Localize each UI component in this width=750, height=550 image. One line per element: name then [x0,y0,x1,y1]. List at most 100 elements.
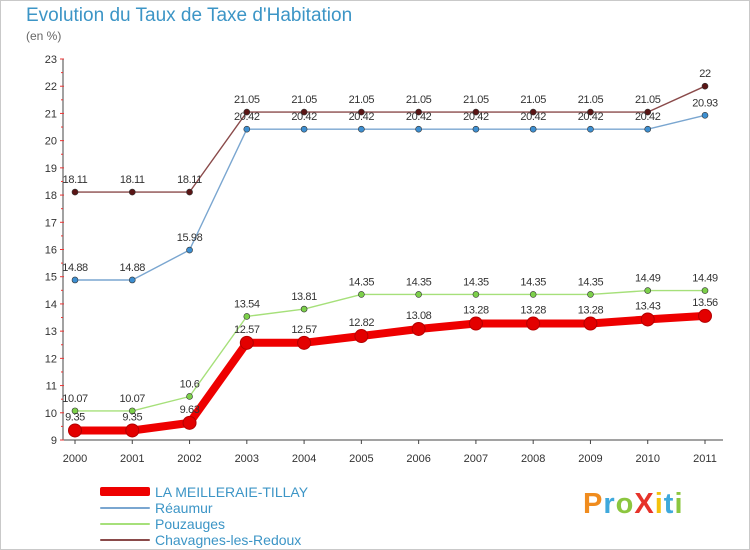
data-point-3-0 [71,188,79,196]
x-tick-label: 2009 [578,453,602,465]
x-tick-label: 2008 [521,453,545,465]
data-label-3-5: 21.05 [349,94,375,106]
data-point-0-1 [125,423,140,438]
data-point-3-10 [644,108,652,116]
data-label-3-6: 21.05 [406,94,432,106]
data-label-1-10: 20.42 [635,111,661,123]
data-label-3-8: 21.05 [520,94,546,106]
data-point-2-6 [415,291,422,298]
data-point-2-7 [472,291,480,298]
y-tick-label: 14 [45,299,57,311]
legend-swatch [100,506,150,509]
data-label-0-8: 13.28 [520,305,546,317]
legend-swatch [100,538,150,541]
x-tick-label: 2003 [235,453,259,465]
data-point-2-2 [186,393,193,400]
data-label-0-0: 9.35 [65,411,85,423]
data-point-1-1 [128,276,136,284]
data-label-3-1: 18.11 [120,174,145,186]
data-point-2-0 [71,407,79,415]
y-tick-label: 19 [45,163,57,175]
y-tick-label: 23 [45,54,57,66]
y-tick-label: 22 [45,81,57,93]
y-tick-label: 15 [45,272,57,284]
data-point-0-0 [68,423,82,438]
x-tick-label: 2002 [177,453,201,465]
data-label-1-11: 20.93 [692,97,718,109]
data-label-1-7: 20.42 [463,111,489,123]
data-label-3-3: 21.05 [234,94,260,106]
y-tick-label: 9 [51,435,57,447]
data-label-0-3: 12.57 [234,324,260,336]
y-tick-label: 17 [45,217,57,229]
data-point-2-4 [300,305,308,313]
data-point-2-8 [529,291,537,298]
data-point-1-9 [587,125,594,133]
data-point-3-3 [243,108,251,116]
data-label-2-11: 14.49 [692,273,718,285]
data-label-2-6: 14.35 [406,276,432,288]
data-label-2-3: 13.54 [234,298,260,310]
data-label-0-9: 13.28 [578,305,604,317]
legend-item: Réaumur [100,499,213,516]
legend-label: Réaumur [155,499,213,516]
data-point-0-11 [698,308,712,323]
data-label-0-6: 13.08 [406,310,432,322]
data-label-2-9: 14.35 [578,276,604,288]
data-point-1-10 [644,125,652,133]
data-point-3-8 [529,108,537,116]
data-label-3-10: 21.05 [635,94,661,106]
proxiti-logo: ProXiti [583,488,684,520]
data-label-3-4: 21.05 [291,94,317,106]
series-line-0 [71,311,709,435]
data-label-3-9: 21.05 [578,94,604,106]
y-tick-label: 18 [45,190,57,202]
data-point-1-11 [701,112,709,119]
data-point-2-11 [701,287,709,294]
legend-swatch [100,522,150,525]
data-point-1-4 [300,125,308,133]
data-point-3-6 [415,108,422,116]
data-point-1-8 [529,125,537,133]
data-point-2-10 [644,287,652,294]
data-label-0-5: 12.82 [349,317,375,329]
x-tick-label: 2011 [693,453,717,465]
data-point-0-8 [526,316,541,331]
data-point-0-6 [411,321,426,336]
data-label-3-2: 18.11 [177,174,202,186]
data-label-0-1: 9.35 [122,411,142,423]
x-tick-label: 2000 [63,453,87,465]
data-label-0-4: 12.57 [291,324,317,336]
data-point-1-6 [415,125,422,133]
legend-swatch [100,487,150,496]
data-label-1-1: 14.88 [120,262,146,274]
data-point-0-9 [583,316,598,331]
data-point-1-5 [358,125,365,133]
data-point-3-2 [186,188,193,196]
data-point-3-11 [701,82,709,90]
data-label-1-5: 20.42 [349,111,375,123]
x-tick-label: 2006 [406,453,430,465]
data-label-1-6: 20.42 [406,111,432,123]
y-tick-label: 11 [46,381,57,393]
legend-label: LA MEILLERAIE-TILLAY [155,483,309,500]
series-line-2 [74,289,706,412]
data-point-1-7 [472,125,480,133]
data-point-3-7 [472,108,480,116]
data-label-1-4: 20.42 [291,111,317,123]
data-label-2-1: 10.07 [120,393,146,405]
data-point-3-9 [587,108,594,116]
series-line-1 [74,114,706,281]
y-tick-label: 12 [45,353,57,365]
data-label-2-7: 14.35 [463,276,489,288]
data-point-2-9 [587,291,594,298]
data-label-3-7: 21.05 [463,94,489,106]
data-label-0-10: 13.43 [635,300,661,312]
data-point-0-5 [354,329,369,344]
data-point-0-10 [640,312,655,327]
chart-subtitle: (en %) [26,29,62,43]
data-label-3-0: 18.11 [63,174,88,186]
y-tick-label: 20 [45,136,57,148]
data-label-0-11: 13.56 [692,297,718,309]
data-label-3-11: 22 [699,68,711,80]
